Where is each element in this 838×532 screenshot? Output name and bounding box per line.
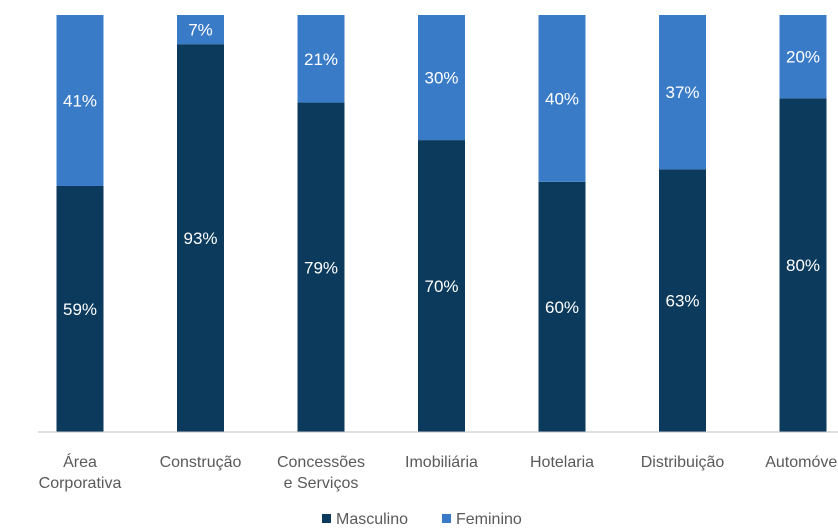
data-label-feminino-2: 21% xyxy=(304,50,338,69)
legend-label-masculino: Masculino xyxy=(336,511,408,528)
data-label-feminino-4: 40% xyxy=(545,89,579,108)
category-label-3: Imobiliária xyxy=(405,454,478,471)
legend: Masculino Feminino xyxy=(322,511,522,528)
category-label-1: Construção xyxy=(160,454,242,471)
data-label-masculino-6: 80% xyxy=(786,256,820,275)
legend-swatch-feminino xyxy=(442,514,451,523)
category-label-0: Área xyxy=(63,452,97,471)
data-label-masculino-3: 70% xyxy=(424,277,458,296)
data-label-feminino-0: 41% xyxy=(63,91,97,110)
category-label-2: e Serviços xyxy=(284,475,359,492)
category-label-0: Corporativa xyxy=(39,475,122,492)
bars-group: 59% 41% 93% 7% 79% 21% 70% 30% 60% 40% 63% 37% 80% 20… xyxy=(57,15,827,432)
category-labels: Área Corporativa Construção Concessões e Ser… xyxy=(39,452,838,492)
data-label-feminino-3: 30% xyxy=(424,69,458,88)
category-label-5: Distribuição xyxy=(641,454,725,471)
category-label-2: Concessões xyxy=(277,454,365,471)
data-label-masculino-4: 60% xyxy=(545,298,579,317)
data-label-masculino-5: 63% xyxy=(665,292,699,311)
data-label-feminino-5: 37% xyxy=(665,83,699,102)
legend-label-feminino: Feminino xyxy=(456,511,522,528)
data-label-feminino-6: 20% xyxy=(786,48,820,67)
category-label-4: Hotelaria xyxy=(530,454,594,471)
data-label-masculino-2: 79% xyxy=(304,258,338,277)
data-label-masculino-0: 59% xyxy=(63,300,97,319)
data-label-masculino-1: 93% xyxy=(183,229,217,248)
category-label-6: Automóvel xyxy=(765,454,838,471)
legend-swatch-masculino xyxy=(322,514,331,523)
data-label-feminino-1: 7% xyxy=(188,21,213,40)
